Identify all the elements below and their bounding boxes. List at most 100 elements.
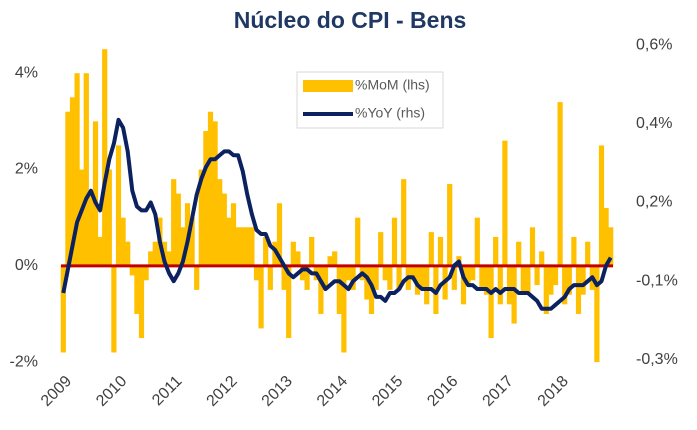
bar [102, 49, 108, 266]
bar [217, 179, 223, 266]
bar [180, 227, 186, 266]
bar [129, 265, 135, 276]
bar [258, 265, 264, 329]
bar [309, 236, 315, 266]
bar [74, 73, 80, 266]
bar [230, 203, 237, 266]
bar [134, 265, 140, 314]
bar [290, 241, 296, 266]
bar [106, 169, 112, 266]
bar [299, 265, 306, 281]
bar [166, 251, 172, 266]
bar [125, 241, 131, 266]
bar [203, 131, 209, 266]
bar [465, 265, 471, 286]
bar [253, 265, 260, 281]
bar [267, 265, 273, 290]
bar [557, 102, 563, 266]
bar [318, 265, 324, 314]
bar [364, 265, 370, 300]
bar [493, 236, 499, 266]
bar [350, 265, 356, 290]
bar [451, 265, 457, 290]
y2-tick-label: 0,4% [636, 115, 672, 132]
bar [171, 179, 177, 266]
bar [83, 73, 89, 266]
bar [479, 265, 485, 290]
y-tick-label: 0% [15, 257, 38, 274]
bar [240, 227, 246, 266]
x-tick-label: 2016 [424, 373, 461, 410]
bar [437, 236, 444, 266]
bar [428, 232, 434, 266]
y-tick-label: 2% [15, 161, 38, 178]
bar [387, 265, 393, 290]
y2-tick-label: 0,2% [636, 194, 672, 211]
bar [378, 232, 384, 266]
bar [115, 145, 122, 266]
bar [276, 203, 283, 266]
bar [207, 111, 214, 266]
bar [221, 193, 227, 266]
bar [502, 140, 508, 266]
bar [396, 265, 402, 290]
y2-tick-label: -0,1% [636, 272, 678, 289]
bar [175, 193, 181, 266]
bar [410, 265, 416, 281]
bar [594, 265, 600, 363]
bar [474, 217, 480, 266]
bar [189, 217, 195, 266]
x-tick-label: 2017 [480, 373, 517, 410]
bar [138, 265, 145, 339]
bar [488, 265, 494, 339]
x-tick-label: 2015 [369, 373, 406, 410]
bar [460, 265, 467, 305]
bar [88, 193, 94, 266]
bar [322, 265, 329, 290]
bar [272, 241, 278, 266]
bar [571, 236, 577, 266]
bar [608, 227, 614, 266]
bar [525, 265, 531, 295]
bar [226, 217, 232, 266]
bar [143, 265, 149, 281]
bar [562, 265, 568, 305]
bar [79, 169, 85, 266]
bar [327, 256, 333, 266]
x-tick-label: 2011 [149, 373, 185, 409]
bar [212, 121, 218, 266]
bar [539, 251, 545, 266]
bar [198, 169, 204, 266]
bar [69, 97, 76, 266]
x-tick-label: 2010 [93, 373, 130, 410]
bar [244, 227, 250, 266]
line [61, 117, 613, 311]
bar [148, 251, 154, 266]
bar [263, 236, 269, 266]
bar [304, 265, 310, 290]
bar [235, 227, 241, 266]
bar [382, 265, 388, 281]
legend-label: %YoY (rhs) [355, 105, 425, 121]
bar [355, 217, 361, 266]
bar [543, 265, 549, 314]
bar [152, 241, 158, 266]
bar [548, 265, 554, 295]
bar [580, 265, 586, 295]
bar [401, 179, 407, 266]
bar [249, 227, 255, 266]
bar [497, 265, 503, 305]
bar [603, 208, 609, 266]
bar [585, 241, 591, 266]
bar [529, 227, 536, 266]
bar [391, 217, 398, 266]
bar [60, 265, 66, 353]
legend-swatch [303, 80, 353, 92]
bar [552, 265, 559, 286]
bar [341, 265, 347, 353]
bar [92, 121, 99, 266]
bar [520, 265, 526, 295]
x-tick-label: 2014 [314, 373, 351, 410]
x-tick-label: 2012 [204, 373, 241, 410]
x-tick-label: 2009 [38, 373, 75, 410]
